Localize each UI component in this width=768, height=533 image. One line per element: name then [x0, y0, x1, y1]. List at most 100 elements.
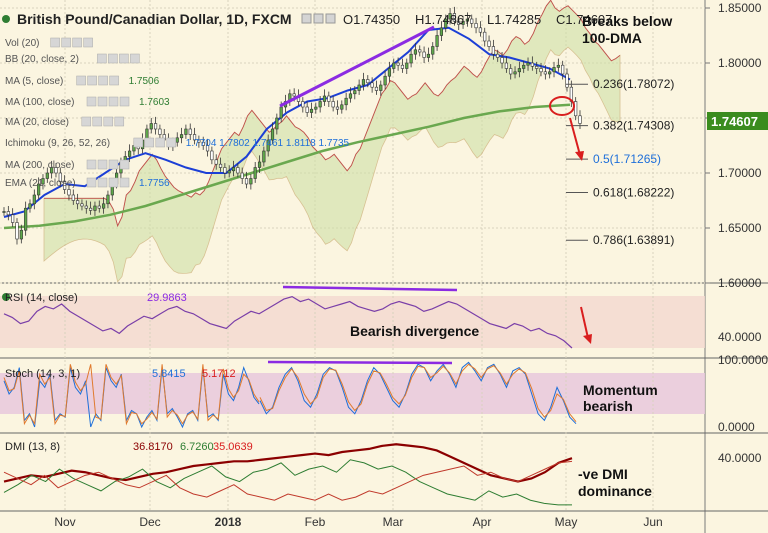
legend-button [108, 159, 119, 170]
candle [192, 134, 197, 141]
price-tick-5: 1.60000 [718, 276, 762, 290]
legend-button [133, 137, 144, 148]
candle [496, 53, 500, 58]
dmi-line-+DI [3, 459, 572, 506]
dmi-header: DMI (13, 8) 36.8170 6.7260 35.0639 [5, 441, 253, 453]
down-arrow-rsi-icon [580, 306, 592, 344]
x-label-3: Feb [305, 515, 326, 529]
rsi-trend-line[interactable] [282, 285, 458, 292]
candle [270, 128, 275, 141]
x-label-7: Jun [643, 515, 662, 529]
stoch-header: Stoch (14, 3, 1) 5.8415 5.1712 [5, 368, 236, 380]
candle [93, 205, 97, 211]
candle [158, 128, 162, 135]
legend-value-7: 1.7756 [139, 178, 170, 189]
candle [578, 115, 582, 124]
candle [331, 101, 335, 108]
stoch-line-early-%D [3, 364, 260, 426]
candle [556, 64, 560, 68]
current-price-label: 1.74607 [711, 114, 758, 129]
candle [379, 84, 383, 91]
header-buttons[interactable] [301, 13, 336, 24]
candle [322, 95, 327, 102]
stoch-tick-top: 100.0000 [718, 353, 768, 367]
price-trend-line[interactable] [279, 25, 435, 108]
stoch-tick-bottom: 0.0000 [718, 420, 755, 434]
rsi-status-icon [2, 293, 10, 301]
candle [400, 64, 405, 69]
candle [257, 161, 262, 168]
candle [305, 106, 309, 113]
candle [552, 67, 556, 73]
down-arrow-price-icon [569, 117, 584, 161]
candle [41, 178, 45, 185]
candle [409, 53, 413, 64]
candle [210, 150, 214, 161]
legend-button [109, 75, 119, 86]
candle [89, 207, 93, 211]
candle [396, 62, 400, 66]
legend-label-7: EMA (21, close) [5, 178, 76, 189]
candle [24, 207, 28, 231]
candle [361, 79, 366, 86]
candle [366, 79, 370, 84]
candle [102, 203, 106, 209]
candle [383, 75, 387, 86]
candle [335, 106, 340, 110]
candle [465, 18, 469, 22]
candle [522, 64, 526, 69]
candle [19, 229, 23, 240]
candle [444, 18, 448, 29]
chart-header: British Pound/Canadian Dollar, 1D, FXCM … [2, 11, 612, 27]
legend-label-0: Vol (20) [5, 38, 39, 49]
legend-button [87, 75, 97, 86]
stoch-trend-line[interactable] [267, 360, 453, 365]
candle [37, 183, 41, 196]
candle [227, 170, 231, 174]
oscillator-panels: 40.0000 100.0000 0.0000 40.0000 [3, 296, 768, 506]
legend-button [108, 177, 119, 188]
legend-button [97, 177, 108, 188]
candle [561, 64, 565, 75]
candle [418, 49, 422, 53]
fib-label-2: 0.5(1.71265) [593, 152, 661, 166]
x-label-6: May [555, 515, 578, 529]
candle [58, 172, 62, 183]
candle [548, 71, 552, 75]
candle [448, 13, 452, 20]
candle [439, 27, 444, 36]
candle [422, 51, 426, 58]
legend-label-6: MA (200, close) [5, 160, 74, 171]
legend-label-3: MA (100, close) [5, 97, 74, 108]
candle [153, 123, 158, 130]
candle [517, 68, 521, 73]
dmi-tick: 40.0000 [718, 451, 762, 465]
legend-label-5: Ichimoku (9, 26, 52, 26) [5, 138, 110, 149]
candle [387, 68, 392, 77]
legend-value-5: 1.7704 1.7802 1.7461 1.8118 1.7735 [186, 138, 350, 149]
legend-button [98, 75, 108, 86]
ohlc-low: L1.74285 [487, 12, 541, 27]
rsi-tick: 40.0000 [718, 330, 762, 344]
candle [314, 106, 318, 110]
ohlc-high: H1.74867 [415, 12, 471, 27]
candle [236, 167, 240, 174]
candle [357, 84, 361, 91]
candle [184, 128, 188, 135]
candle [344, 97, 348, 106]
legend-label-2: MA (5, close) [5, 76, 63, 87]
legend-button [86, 159, 97, 170]
candle [504, 62, 508, 69]
legend-button [97, 159, 108, 170]
candle [63, 181, 67, 190]
ohlc-open: O1.74350 [343, 12, 400, 27]
legend-button [114, 116, 125, 127]
candle [97, 205, 101, 209]
candle [50, 167, 54, 174]
ema21-line [3, 26, 571, 218]
legend-button [155, 137, 166, 148]
candle [470, 18, 474, 24]
candle [526, 62, 530, 66]
fib-label-0: 0.236(1.78072) [593, 77, 674, 91]
candle [45, 172, 49, 179]
